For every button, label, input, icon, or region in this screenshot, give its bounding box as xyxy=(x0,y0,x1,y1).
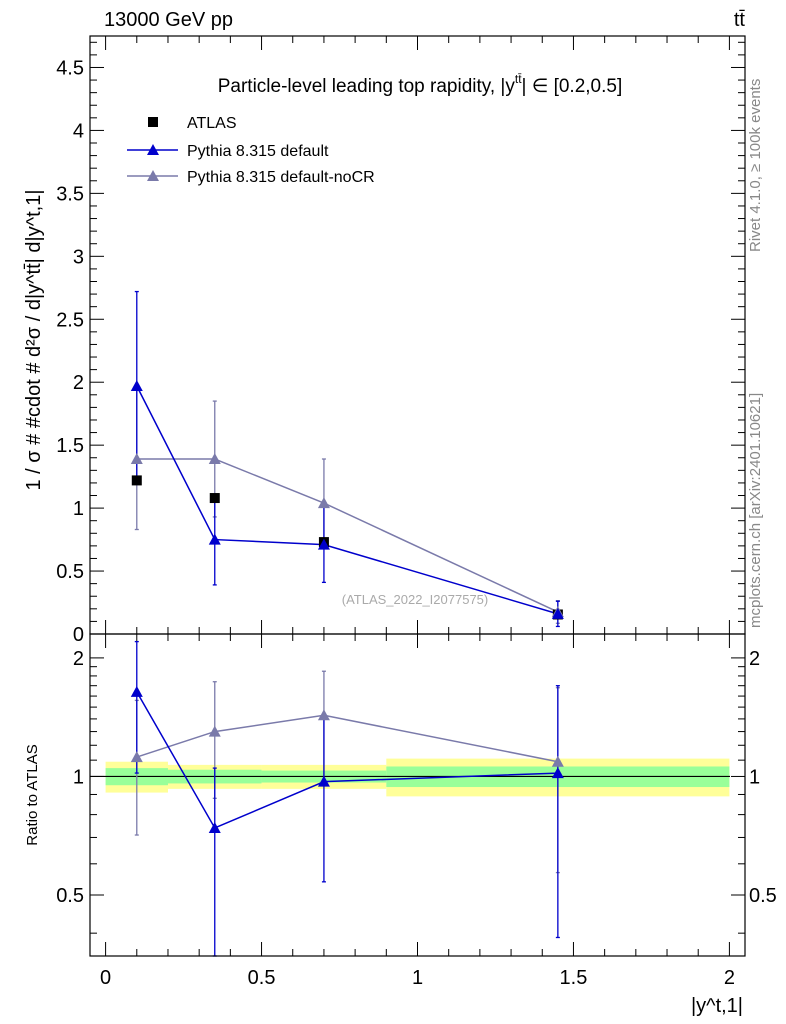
ratio-point-0-2 xyxy=(317,775,330,787)
ratio-point-0-3 xyxy=(551,767,564,779)
main-title: Particle-level leading top rapidity, |yt… xyxy=(218,72,623,97)
data-point-2-0 xyxy=(130,453,143,465)
main-panel: 0 0.5 1 1.5 2 2.5 3 3.5 4 4.5 Particle-level lead… xyxy=(23,35,746,646)
data-point-1-1 xyxy=(208,533,221,545)
y-tick-label-3: 1.5 xyxy=(56,435,84,457)
y-tick-label-8: 4 xyxy=(73,120,84,142)
ratio-panel: 0.5 0.5 1 1 2 2 0 0.5 1 1.5 2 Ratio to ATLAS |y^t,… xyxy=(24,633,777,1017)
ratio-y-tick-label-1: 1 xyxy=(73,766,84,788)
legend-label-atlas: ATLAS xyxy=(187,115,237,132)
ratio-point-1-0 xyxy=(130,751,143,763)
ratio-line-0 xyxy=(136,691,558,829)
y-tick-label-5: 2.5 xyxy=(56,309,84,331)
ratio-line-1 xyxy=(136,714,559,763)
y-tick-label-9: 4.5 xyxy=(56,57,84,79)
series-line-1 xyxy=(136,385,559,615)
ratio-y-tick-label-right-2: 2 xyxy=(749,648,760,670)
legend-label-nocr: Pythia 8.315 default-noCR xyxy=(187,169,375,186)
analysis-watermark: (ATLAS_2022_I2077575) xyxy=(342,592,488,607)
y-tick-label-7: 3.5 xyxy=(56,183,84,205)
main-y-axis-label: 1 / σ # #cdot # d²σ / d|y^tt̄| d|y^t,1| xyxy=(23,189,45,490)
ratio-point-0-1 xyxy=(208,821,221,833)
legend: ATLAS Pythia 8.315 default Pythia 8.315 … xyxy=(127,115,375,186)
x-axis-label: |y^t,1| xyxy=(691,995,743,1017)
y-tick-label-0: 0 xyxy=(73,624,84,646)
x-tick-label-3: 1.5 xyxy=(560,967,588,989)
ratio-y-tick-label-right-1: 1 xyxy=(749,766,760,788)
x-tick-label-0: 0 xyxy=(100,967,111,989)
data-point-1-0 xyxy=(130,379,143,391)
legend-label-default: Pythia 8.315 default xyxy=(187,143,329,160)
y-tick-label-2: 1 xyxy=(73,498,84,520)
data-point-2-2 xyxy=(317,497,330,509)
rivet-label: Rivet 4.1.0, ≥ 100k events xyxy=(747,79,764,252)
source-label: mcplots.cern.ch [arXiv:2401.10621] xyxy=(747,393,764,628)
ratio-point-0-0 xyxy=(130,685,143,697)
ratio-point-1-3 xyxy=(551,755,564,767)
ratio-y-axis-label: Ratio to ATLAS xyxy=(24,744,41,845)
y-tick-label-6: 3 xyxy=(73,246,84,268)
ratio-y-tick-label-right-0: 0.5 xyxy=(749,885,777,907)
x-tick-label-4: 2 xyxy=(724,967,735,989)
ratio-y-tick-label-2: 2 xyxy=(73,648,84,670)
x-tick-label-1: 0.5 xyxy=(248,967,276,989)
process-label: tt̄ xyxy=(734,9,746,31)
data-point-atlas-0 xyxy=(131,475,142,486)
energy-label: 13000 GeV pp xyxy=(104,9,233,31)
ratio-point-1-2 xyxy=(317,709,330,721)
data-point-atlas-1 xyxy=(209,493,220,504)
x-tick-label-2: 1 xyxy=(412,967,423,989)
ratio-point-1-1 xyxy=(208,725,221,737)
series-line-2 xyxy=(136,458,559,613)
y-tick-label-4: 2 xyxy=(73,372,84,394)
legend-marker-default xyxy=(147,144,159,155)
data-point-1-2 xyxy=(317,538,330,550)
y-tick-label-1: 0.5 xyxy=(56,561,84,583)
legend-marker-nocr xyxy=(147,170,159,181)
data-point-2-1 xyxy=(208,453,221,465)
ratio-y-tick-label-0: 0.5 xyxy=(56,885,84,907)
legend-marker-atlas xyxy=(148,117,158,127)
data-point-1-3 xyxy=(551,607,564,619)
